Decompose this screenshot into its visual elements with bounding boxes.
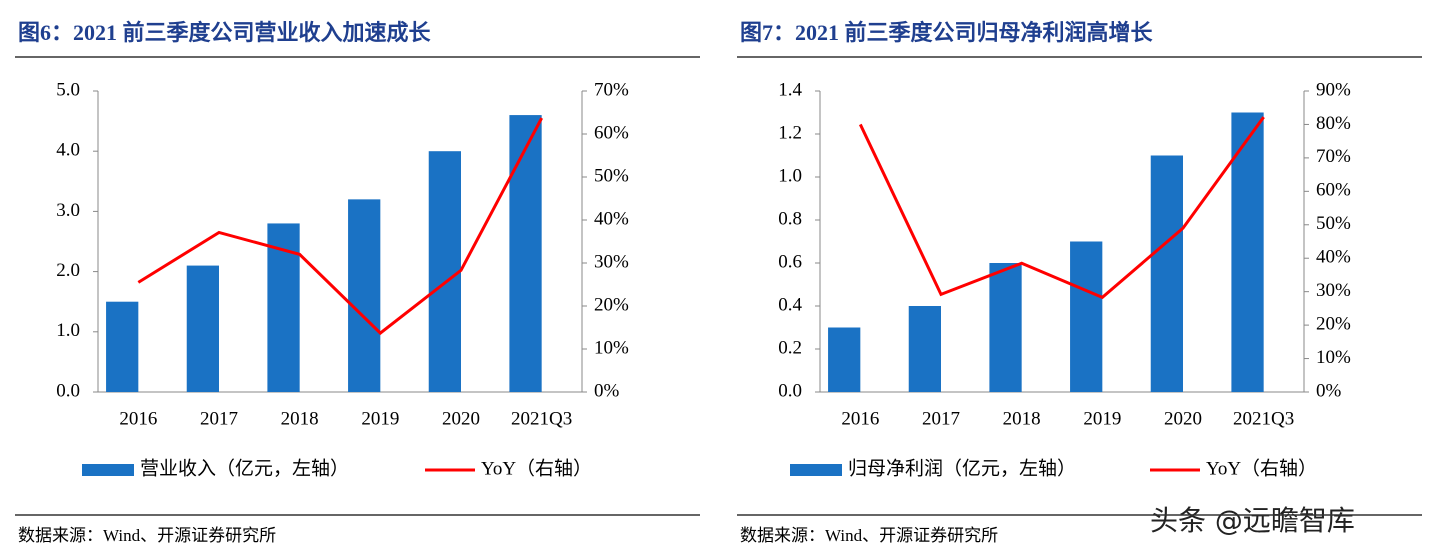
y2-tick-label: 70%: [594, 79, 629, 100]
y-tick-label: 0.6: [778, 251, 802, 272]
y-tick-label: 3.0: [56, 200, 80, 221]
legend-swatch: [790, 464, 842, 476]
y-tick-label: 0.0: [56, 380, 80, 401]
line: [137, 117, 543, 336]
y2-tick-label: 50%: [1316, 213, 1351, 234]
bar: [1231, 112, 1264, 392]
bar: [828, 327, 861, 392]
y-tick-label: 5.0: [56, 79, 80, 100]
y2-tick-label: 70%: [1316, 146, 1351, 167]
y2-tick-label: 80%: [1316, 113, 1351, 134]
y2-tick-label: 40%: [594, 208, 629, 229]
y-tick-label: 1.0: [56, 320, 80, 341]
y2-tick-label: 40%: [1316, 247, 1351, 268]
y2-tick-label: 50%: [594, 165, 629, 186]
x-tick-label: 2020: [442, 408, 480, 429]
x-tick-label: 2021Q3: [1233, 408, 1294, 429]
bar: [348, 199, 381, 392]
y2-tick-label: 30%: [594, 251, 629, 272]
y-tick-label: 1.0: [778, 165, 802, 186]
y-tick-label: 1.4: [778, 79, 802, 100]
source: 数据来源：Wind、开源证券研究所: [740, 526, 998, 545]
chart-title: 图7：2021 前三季度公司归母净利润高增长: [740, 20, 1154, 45]
y2-tick-label: 10%: [1316, 347, 1351, 368]
y-tick-label: 2.0: [56, 260, 80, 281]
chart-title: 图6：2021 前三季度公司营业收入加速成长: [18, 20, 432, 45]
x-tick-label: 2021Q3: [511, 408, 572, 429]
x-tick-label: 2019: [1083, 408, 1121, 429]
y-tick-label: 1.2: [778, 122, 802, 143]
y2-tick-label: 60%: [594, 122, 629, 143]
bar: [989, 263, 1022, 392]
legend-swatch: [82, 464, 134, 476]
y2-tick-label: 20%: [1316, 313, 1351, 334]
x-tick-label: 2016: [841, 408, 879, 429]
y2-tick-label: 30%: [1316, 280, 1351, 301]
y2-tick-label: 0%: [1316, 380, 1342, 401]
legend-label: YoY（右轴）: [1206, 457, 1317, 479]
x-tick-label: 2017: [922, 408, 960, 429]
source: 数据来源：Wind、开源证券研究所: [18, 526, 276, 545]
bar: [186, 265, 219, 392]
y2-tick-label: 20%: [594, 294, 629, 315]
y2-tick-label: 10%: [594, 337, 629, 358]
y-tick-label: 0.8: [778, 208, 802, 229]
x-tick-label: 2016: [119, 408, 157, 429]
bar: [428, 151, 461, 392]
y-tick-label: 0.2: [778, 337, 802, 358]
legend-label: 归母净利润（亿元，左轴）: [848, 457, 1076, 479]
y2-tick-label: 0%: [594, 380, 620, 401]
bar: [106, 301, 139, 392]
watermark: 头条 @远瞻智库: [1150, 504, 1355, 537]
y-tick-label: 0.0: [778, 380, 802, 401]
y-tick-label: 0.4: [778, 294, 802, 315]
y-tick-label: 4.0: [56, 140, 80, 161]
legend-label: 营业收入（亿元，左轴）: [140, 457, 349, 479]
y2-tick-label: 90%: [1316, 79, 1351, 100]
y2-tick-label: 60%: [1316, 180, 1351, 201]
x-tick-label: 2019: [361, 408, 399, 429]
x-tick-label: 2020: [1164, 408, 1202, 429]
legend-label: YoY（右轴）: [481, 457, 592, 479]
line: [858, 116, 1265, 300]
bar: [1070, 241, 1103, 392]
bar: [509, 115, 542, 392]
x-tick-label: 2017: [200, 408, 238, 429]
x-tick-label: 2018: [281, 408, 319, 429]
bar: [908, 306, 941, 392]
bar: [1150, 155, 1183, 392]
x-tick-label: 2018: [1003, 408, 1041, 429]
